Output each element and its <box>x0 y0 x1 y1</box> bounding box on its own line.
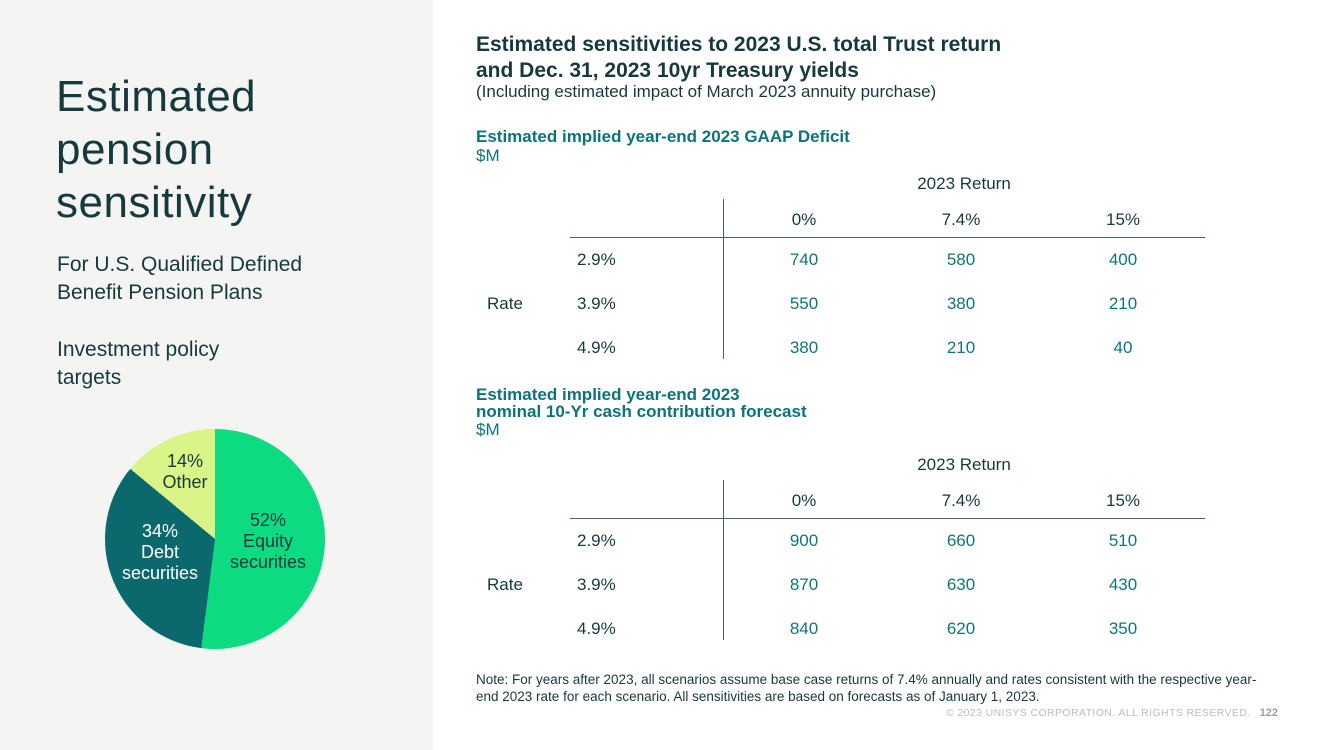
table2-vertical-rule <box>723 480 724 640</box>
table2-cell: 660 <box>946 531 976 550</box>
table1-cell: 380 <box>946 294 976 313</box>
table1-col-header-0: 0% <box>791 210 817 229</box>
table2-title-line1: Estimated implied year-end 2023 <box>476 385 740 404</box>
table2-unit: $M <box>476 420 500 439</box>
table2-col-group: 2023 Return <box>917 455 1011 474</box>
slide-title: Estimated pension sensitivity <box>56 72 257 227</box>
cash-contribution-table: 2023 Return 0% 7.4% 15% Rate 2.9% 900 66… <box>476 455 1206 647</box>
table2-col-header-1: 7.4% <box>941 491 981 510</box>
table1-col-header-1: 7.4% <box>941 210 981 229</box>
copyright-text: © 2023 UNISYS CORPORATION. ALL RIGHTS RE… <box>945 707 1251 719</box>
slide-subtitle: For U.S. Qualified Defined Benefit Pensi… <box>57 253 303 304</box>
investment-policy-label: Investment policy targets <box>57 338 220 389</box>
pie-chart <box>105 429 325 649</box>
table2-cell: 510 <box>1108 531 1138 550</box>
table1-cell: 740 <box>789 250 819 269</box>
pie-name-equity: Equity securities <box>229 531 307 572</box>
table2-row-label-1: 3.9% <box>577 575 616 594</box>
table2-cell: 630 <box>946 575 976 594</box>
table1-cell: 550 <box>789 294 819 313</box>
slide-footer: © 2023 UNISYS CORPORATION. ALL RIGHTS RE… <box>946 707 1278 719</box>
table1-cell: 210 <box>1108 294 1138 313</box>
table2-horizontal-rule <box>570 518 1205 519</box>
table1-row-label-1: 3.9% <box>577 294 616 313</box>
table1-horizontal-rule <box>570 237 1205 238</box>
table1-vertical-rule <box>723 199 724 359</box>
table1-title: Estimated implied year-end 2023 GAAP Def… <box>476 127 850 146</box>
table2-row-label-2: 4.9% <box>577 619 616 638</box>
main-heading-line2: and Dec. 31, 2023 10yr Treasury yields <box>476 59 859 82</box>
table1-row-group: Rate <box>487 294 523 313</box>
main-heading-line1: Estimated sensitivities to 2023 U.S. tot… <box>476 33 1002 56</box>
main-heading-note: (Including estimated impact of March 202… <box>476 82 937 101</box>
table2-cell: 430 <box>1108 575 1138 594</box>
table2-title-line2: nominal 10-Yr cash contribution forecast <box>476 402 807 421</box>
page-number: 122 <box>1259 707 1278 719</box>
table2-row-label-0: 2.9% <box>577 531 616 550</box>
table1-cell: 40 <box>1113 338 1133 357</box>
table2-cell: 870 <box>789 575 819 594</box>
pie-label-debt: 34% Debt securities <box>110 521 210 584</box>
table2-col-header-0: 0% <box>791 491 817 510</box>
table2-col-header-2: 15% <box>1105 491 1141 510</box>
table1-row-label-2: 4.9% <box>577 338 616 357</box>
footnote: Note: For years after 2023, all scenario… <box>476 672 1257 704</box>
table1-cell: 210 <box>946 338 976 357</box>
pie-label-equity: 52% Equity securities <box>218 510 318 573</box>
table2-cell: 350 <box>1108 619 1138 638</box>
main-heading: Estimated sensitivities to 2023 U.S. tot… <box>476 32 1116 84</box>
table1-unit: $M <box>476 146 500 165</box>
pie-pct-equity: 52% <box>249 510 287 530</box>
pie-label-other: 14% Other <box>135 451 235 493</box>
table1-cell: 580 <box>946 250 976 269</box>
table2-cell: 840 <box>789 619 819 638</box>
table1-cell: 380 <box>789 338 819 357</box>
table2-row-group: Rate <box>487 575 523 594</box>
pie-name-debt: Debt securities <box>121 542 199 583</box>
table1-cell: 400 <box>1108 250 1138 269</box>
sidebar: Estimated pension sensitivity For U.S. Q… <box>0 0 433 750</box>
table2-cell: 620 <box>946 619 976 638</box>
pie-name-other: Other <box>162 472 208 492</box>
pie-pct-debt: 34% <box>141 521 179 541</box>
gaap-deficit-table: 2023 Return 0% 7.4% 15% Rate 2.9% 740 58… <box>476 174 1206 366</box>
table2-cell: 900 <box>789 531 819 550</box>
pie-pct-other: 14% <box>166 451 204 471</box>
table1-col-group: 2023 Return <box>917 174 1011 193</box>
table1-row-label-0: 2.9% <box>577 250 616 269</box>
table1-col-header-2: 15% <box>1105 210 1141 229</box>
